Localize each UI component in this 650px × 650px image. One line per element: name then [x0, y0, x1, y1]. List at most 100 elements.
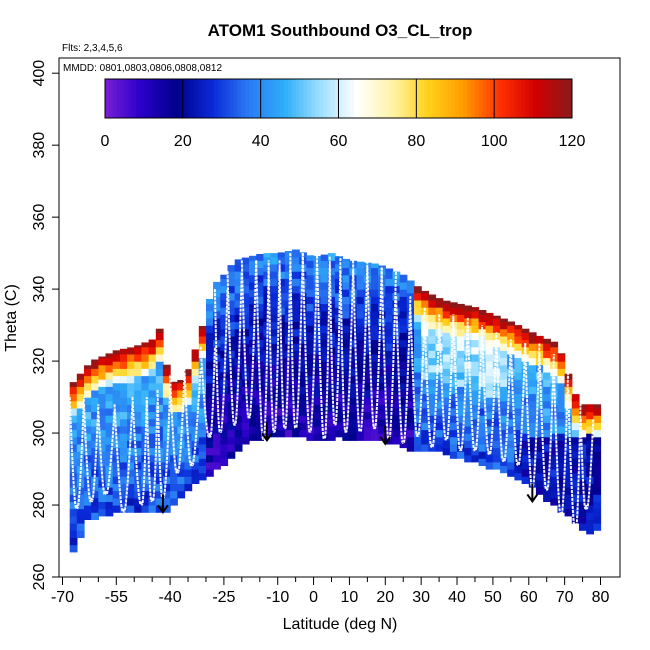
heatmap-cell: [485, 339, 494, 348]
profile-trace: [183, 368, 202, 467]
heatmap-cell: [371, 303, 379, 312]
heatmap-cell: [127, 347, 135, 355]
heatmap-cell: [528, 379, 537, 387]
heatmap-cell: [550, 461, 559, 470]
heatmap-cell: [464, 361, 472, 369]
heatmap-cell: [593, 415, 602, 423]
heatmap-cell: [564, 501, 573, 510]
heatmap-cell: [184, 440, 193, 449]
heatmap-cell: [500, 371, 508, 380]
heatmap-cell: [528, 422, 537, 431]
heatmap-cell: [241, 415, 250, 423]
heatmap-cell: [521, 476, 530, 484]
heatmap-cell: [155, 411, 164, 420]
colorbar-segment: [482, 79, 487, 118]
heatmap-cell: [112, 476, 121, 484]
heatmap-cell: [170, 461, 178, 470]
heatmap-cell: [98, 508, 107, 517]
heatmap-cell: [478, 379, 487, 387]
heatmap-cell: [98, 400, 107, 409]
heatmap-cell: [191, 411, 200, 420]
heatmap-cell: [206, 447, 214, 456]
heatmap-cell: [514, 400, 523, 409]
heatmap-cell: [141, 375, 150, 384]
x-tick-label: 20: [376, 589, 394, 606]
heatmap-cell: [399, 332, 408, 341]
heatmap-cell: [421, 393, 429, 402]
heatmap-cell: [91, 404, 99, 413]
heatmap-cell: [586, 490, 594, 499]
heatmap-cell: [234, 429, 243, 438]
heatmap-cell: [191, 461, 200, 470]
heatmap-cell: [270, 321, 279, 330]
heatmap-cell: [306, 418, 315, 427]
heatmap-cell: [363, 382, 372, 391]
heatmap-cell: [227, 299, 236, 308]
heatmap-cell: [227, 422, 236, 431]
heatmap-cell: [571, 429, 580, 438]
heatmap-cell: [292, 314, 300, 323]
heatmap-cell: [263, 256, 272, 265]
heatmap-cell: [579, 523, 587, 531]
heatmap-cell: [320, 281, 329, 290]
heatmap-cell: [292, 386, 300, 395]
colorbar-segment: [198, 79, 203, 118]
heatmap-cell: [464, 440, 472, 449]
heatmap-cell: [177, 490, 186, 499]
heatmap-cell: [127, 447, 135, 456]
heatmap-cell: [134, 389, 142, 398]
heatmap-cell: [378, 303, 386, 312]
heatmap-cell: [227, 451, 236, 459]
heatmap-cell: [550, 346, 559, 355]
heatmap-cell: [528, 443, 537, 452]
heatmap-cell: [586, 497, 594, 506]
heatmap-cell: [521, 440, 530, 449]
heatmap-cell: [277, 314, 286, 323]
heatmap-cell: [550, 490, 559, 499]
heatmap-cell: [299, 386, 307, 395]
heatmap-cell: [299, 343, 307, 351]
heatmap-cell: [234, 271, 243, 279]
heatmap-cell: [134, 353, 142, 362]
profile-trace: [366, 267, 383, 429]
heatmap-cell: [127, 353, 135, 362]
colorbar-segment: [424, 79, 429, 118]
heatmap-cell: [306, 353, 315, 362]
heatmap-cell: [277, 292, 286, 301]
heatmap-cell: [184, 418, 193, 427]
heatmap-cell: [306, 375, 315, 384]
heatmap-cell: [220, 321, 229, 330]
heatmap-cell: [76, 487, 85, 495]
heatmap-cell: [105, 451, 114, 459]
heatmap-cell: [557, 404, 566, 413]
heatmap-cell: [249, 317, 257, 326]
heatmap-cell: [535, 422, 544, 431]
heatmap-cell: [557, 411, 566, 420]
heatmap-cell: [378, 375, 386, 384]
heatmap-cell: [535, 415, 544, 423]
heatmap-cell: [292, 292, 300, 301]
heatmap-cell: [98, 386, 107, 395]
colorbar-segment: [494, 79, 499, 118]
heatmap-cell: [241, 343, 250, 351]
heatmap-cell: [198, 335, 207, 344]
heatmap-cell: [457, 436, 465, 445]
heatmap-cell: [485, 404, 494, 413]
heatmap-cell: [514, 415, 523, 423]
heatmap-cell: [76, 515, 85, 524]
colorbar-segment: [241, 79, 246, 118]
colorbar-segment: [315, 79, 320, 118]
heatmap-cell: [507, 447, 515, 456]
heatmap-cell: [198, 350, 207, 359]
heatmap-cell: [378, 404, 386, 413]
heatmap-cell: [356, 375, 365, 384]
heatmap-cell: [112, 454, 121, 463]
heatmap-cell: [535, 335, 544, 344]
heatmap-cell: [206, 325, 214, 333]
heatmap-cell: [464, 325, 472, 333]
heatmap-cell: [442, 368, 451, 377]
heatmap-cell: [234, 285, 243, 294]
heatmap-cell: [234, 321, 243, 330]
heatmap-cell: [550, 411, 559, 420]
heatmap-cell: [342, 411, 351, 420]
